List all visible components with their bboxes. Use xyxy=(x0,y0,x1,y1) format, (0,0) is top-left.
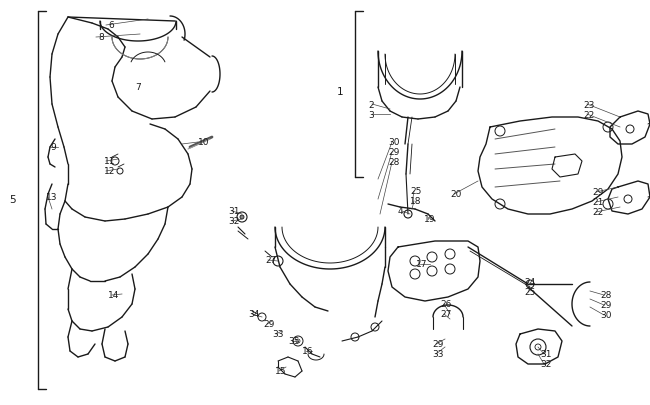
Text: 17: 17 xyxy=(416,260,428,269)
Text: 28: 28 xyxy=(388,158,399,167)
Text: 11: 11 xyxy=(104,157,116,166)
Text: 26: 26 xyxy=(440,300,451,309)
Text: 29: 29 xyxy=(432,340,443,349)
Text: 31: 31 xyxy=(540,350,551,358)
Text: 2: 2 xyxy=(368,100,374,109)
Text: 10: 10 xyxy=(198,138,209,147)
Text: 30: 30 xyxy=(600,311,612,320)
Text: 16: 16 xyxy=(302,347,313,356)
Circle shape xyxy=(240,215,244,220)
Text: 25: 25 xyxy=(524,288,536,297)
Text: 9: 9 xyxy=(50,143,56,152)
Text: 22: 22 xyxy=(583,110,594,119)
Text: 4: 4 xyxy=(398,207,404,216)
Text: 31: 31 xyxy=(228,207,239,216)
Text: 19: 19 xyxy=(424,215,436,224)
Text: 15: 15 xyxy=(275,367,287,375)
Text: 24: 24 xyxy=(524,278,535,287)
Text: 32: 32 xyxy=(540,360,551,369)
Text: 1: 1 xyxy=(337,87,343,97)
Text: 25: 25 xyxy=(410,187,421,196)
Text: 13: 13 xyxy=(46,193,57,202)
Text: 33: 33 xyxy=(432,350,443,358)
Text: 29: 29 xyxy=(263,320,274,329)
Text: 28: 28 xyxy=(600,291,612,300)
Text: 20: 20 xyxy=(450,190,461,199)
Text: 30: 30 xyxy=(388,138,400,147)
Text: 7: 7 xyxy=(135,83,141,92)
Text: 14: 14 xyxy=(108,291,120,300)
Text: 8: 8 xyxy=(98,34,104,43)
Text: 6: 6 xyxy=(108,21,114,30)
Text: 32: 32 xyxy=(228,217,239,226)
Text: 35: 35 xyxy=(288,337,300,345)
Text: 12: 12 xyxy=(104,167,116,176)
Text: 34: 34 xyxy=(248,310,259,319)
Text: 27: 27 xyxy=(440,310,451,319)
Text: 29: 29 xyxy=(600,301,612,310)
Text: 3: 3 xyxy=(368,110,374,119)
Text: 29: 29 xyxy=(592,188,603,197)
Text: 33: 33 xyxy=(272,330,283,339)
Text: 22: 22 xyxy=(592,208,603,217)
Text: 23: 23 xyxy=(583,100,594,109)
Text: 5: 5 xyxy=(8,194,16,205)
Text: 27: 27 xyxy=(265,256,276,265)
Text: 18: 18 xyxy=(410,197,421,206)
Text: 29: 29 xyxy=(388,148,399,157)
Text: 21: 21 xyxy=(592,198,603,207)
